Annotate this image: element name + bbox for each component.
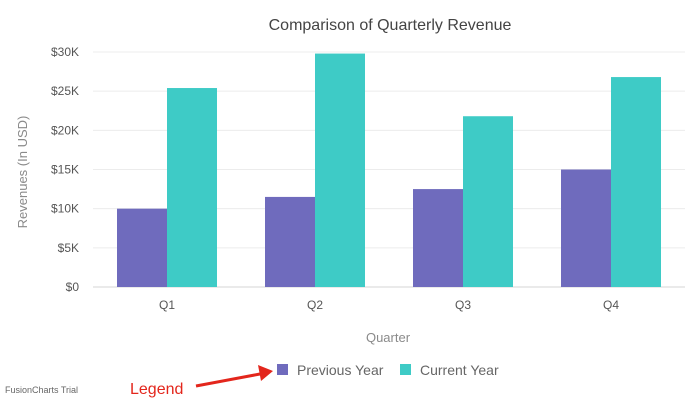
bar-previous-year-q2[interactable] <box>265 196 315 287</box>
x-axis-label: Quarter <box>366 330 411 345</box>
y-tick-label: $25K <box>51 84 79 98</box>
y-tick-label: $20K <box>51 123 79 137</box>
y-tick-labels: $0 $5K $10K $15K $20K $25K $30K <box>51 45 79 294</box>
annotation-arrow-shaft <box>195 372 261 388</box>
x-tick-label: Q4 <box>603 298 619 312</box>
y-tick-label: $0 <box>66 280 80 294</box>
y-tick-label: $30K <box>51 45 79 59</box>
y-axis-label: Revenues (In USD) <box>15 116 30 229</box>
bar-previous-year-q3[interactable] <box>413 189 463 287</box>
annotation-label: Legend <box>130 381 183 398</box>
bar-current-year-q2[interactable] <box>315 53 365 287</box>
legend-label-current-year: Current Year <box>420 362 499 378</box>
bar-layer <box>117 53 661 288</box>
legend-swatch-previous-year <box>277 364 288 375</box>
bar-current-year-q3[interactable] <box>463 116 513 287</box>
bar-current-year-q1[interactable] <box>167 88 217 288</box>
bar-current-year-q4[interactable] <box>611 77 661 287</box>
bar-previous-year-q1[interactable] <box>117 208 167 287</box>
x-tick-label: Q3 <box>455 298 471 312</box>
x-tick-labels: Q1 Q2 Q3 Q4 <box>159 298 619 312</box>
legend-label-previous-year: Previous Year <box>297 362 384 378</box>
bar-previous-year-q4[interactable] <box>561 169 611 288</box>
x-tick-label: Q2 <box>307 298 323 312</box>
chart-title: Comparison of Quarterly Revenue <box>269 17 512 34</box>
legend: Previous Year Current Year <box>277 362 499 378</box>
legend-swatch-current-year <box>400 364 411 375</box>
y-tick-label: $15K <box>51 163 79 177</box>
y-tick-label: $10K <box>51 202 79 216</box>
legend-item-current-year[interactable]: Current Year <box>400 362 499 378</box>
annotation-arrow-head <box>258 365 273 381</box>
watermark-text: FusionCharts Trial <box>5 385 78 395</box>
legend-item-previous-year[interactable]: Previous Year <box>277 362 384 378</box>
legend-annotation: Legend <box>130 365 273 398</box>
y-tick-label: $5K <box>58 241 79 255</box>
x-tick-label: Q1 <box>159 298 175 312</box>
